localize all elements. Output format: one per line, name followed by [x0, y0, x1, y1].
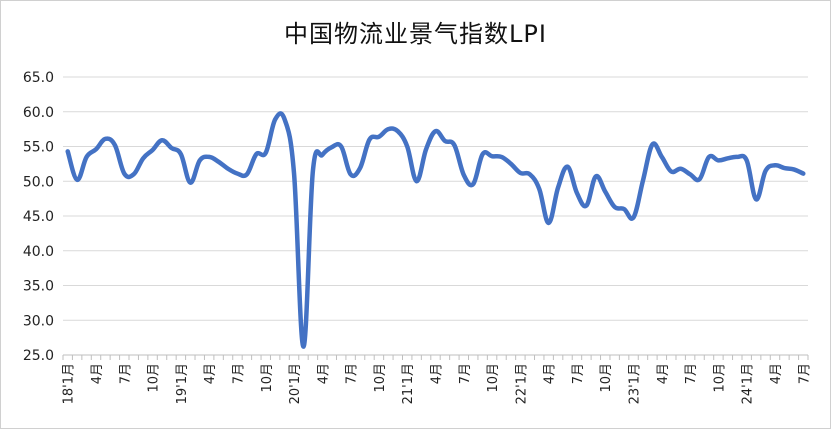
- y-tick-label-0: 25.0: [23, 348, 54, 364]
- y-axis-ticks: 25.0 30.0 35.0 40.0 45.0 50.0 55.0 60.0 65.0: [23, 70, 54, 364]
- x-tick-label-1: 4月: [90, 363, 105, 384]
- x-tick-label-4: 19'1月: [175, 363, 190, 404]
- x-tick-label-15: 10月: [486, 363, 501, 393]
- x-tick-label-14: 7月: [458, 363, 473, 384]
- x-tick-label-17: 4月: [543, 363, 558, 384]
- x-tick-label-25: 4月: [769, 363, 784, 384]
- x-tick-label-21: 4月: [656, 363, 671, 384]
- x-tick-label-11: 10月: [373, 363, 388, 393]
- x-tick-label-18: 7月: [571, 363, 586, 384]
- x-tick-label-22: 7月: [684, 363, 699, 384]
- chart-title: 中国物流业景气指数LPI: [284, 20, 547, 48]
- x-tick-label-23: 10月: [712, 363, 727, 393]
- x-axis-ticks: 18'1月 4月 7月 10月 19'1月 4月 7月 10月 20'1月 4月 7月 10月 21'1…: [62, 363, 813, 404]
- x-tick-label-8: 20'1月: [288, 363, 303, 404]
- x-axis: [62, 354, 809, 360]
- y-tick-label-7: 60.0: [23, 105, 54, 121]
- lpi-series-line: [65, 111, 806, 349]
- x-tick-label-7: 10月: [260, 363, 275, 393]
- x-tick-label-9: 4月: [316, 363, 331, 384]
- y-tick-label-6: 55.0: [23, 140, 54, 156]
- x-tick-label-24: 24'1月: [741, 363, 756, 404]
- x-tick-label-10: 7月: [345, 363, 360, 384]
- x-tick-label-0: 18'1月: [62, 363, 77, 404]
- x-tick-label-20: 23'1月: [628, 363, 643, 404]
- y-tick-label-1: 30.0: [23, 313, 54, 329]
- x-tick-label-16: 22'1月: [514, 363, 529, 404]
- x-tick-label-26: 7月: [797, 363, 812, 384]
- x-tick-label-19: 10月: [599, 363, 614, 393]
- y-tick-label-5: 50.0: [23, 174, 54, 190]
- x-tick-label-2: 7月: [118, 363, 133, 384]
- y-tick-label-2: 35.0: [23, 279, 54, 295]
- x-tick-label-3: 10月: [147, 363, 162, 393]
- x-tick-label-12: 21'1月: [401, 363, 416, 404]
- x-tick-label-5: 4月: [203, 363, 218, 384]
- y-tick-label-4: 45.0: [23, 209, 54, 225]
- y-tick-label-3: 40.0: [23, 244, 54, 260]
- gridlines: [63, 76, 808, 321]
- y-tick-label-8: 65.0: [23, 70, 54, 86]
- series-lpi: [65, 111, 806, 349]
- x-tick-label-13: 4月: [430, 363, 445, 384]
- x-tick-label-6: 7月: [231, 363, 246, 384]
